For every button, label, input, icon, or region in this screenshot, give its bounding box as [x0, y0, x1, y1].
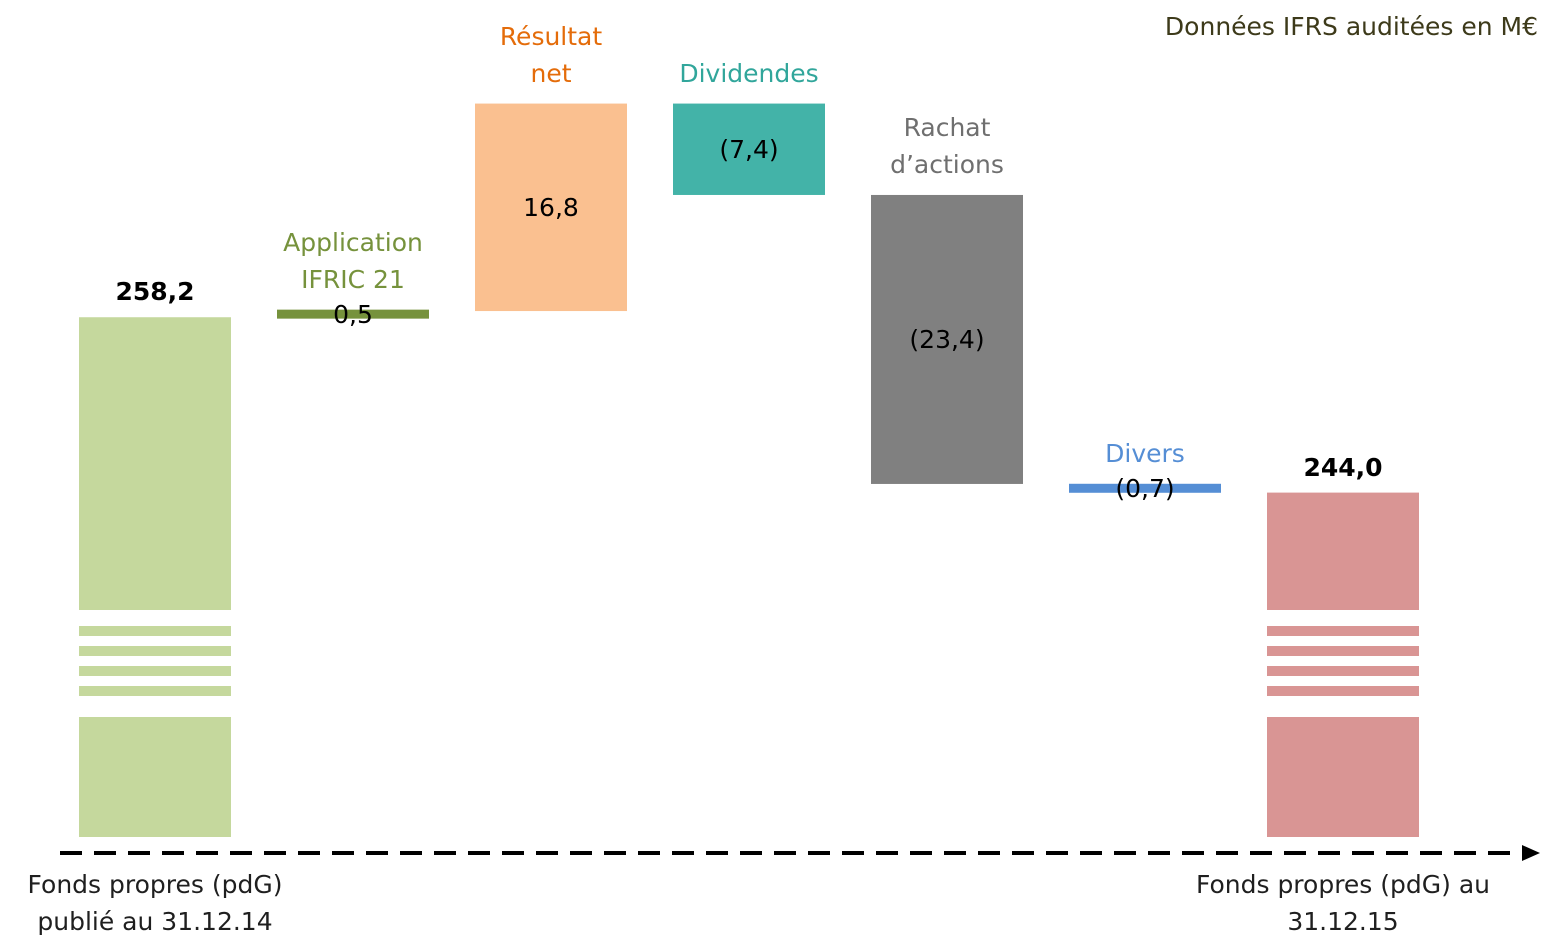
category-label: Divers	[1105, 438, 1185, 468]
subtitle: Données IFRS auditées en M€	[1164, 12, 1538, 41]
bar-break	[1267, 666, 1419, 676]
category-label: Fonds propres (pdG) au 31.12.15	[1195, 870, 1491, 936]
value-label: 244,0	[1303, 452, 1383, 482]
bar	[673, 103, 825, 195]
axis-arrow	[1522, 845, 1540, 861]
value-label: 16,8	[523, 193, 579, 223]
category-label: Résultat net	[499, 21, 603, 88]
value-label: (23,4)	[909, 325, 985, 355]
bar	[1069, 483, 1221, 493]
bar	[475, 103, 627, 312]
value-label: (7,4)	[719, 135, 779, 165]
bar-break	[1267, 686, 1419, 696]
bar	[871, 194, 1023, 484]
bar-break	[1267, 626, 1419, 636]
bar-break	[79, 646, 231, 656]
bar	[79, 317, 231, 610]
bar-base	[79, 717, 231, 837]
category-label: Fonds propres (pdG) publié au 31.12.14	[27, 870, 283, 936]
category-label: Dividendes	[679, 58, 819, 88]
value-label: 0,5	[333, 300, 373, 330]
bar-break	[79, 686, 231, 696]
value-label: 258,2	[115, 277, 195, 307]
bar-break	[79, 626, 231, 636]
bar-break	[79, 666, 231, 676]
category-label: Application IFRIC 21	[283, 227, 423, 294]
category-label: Rachat d’actions	[890, 112, 1004, 179]
bar-base	[1267, 717, 1419, 837]
bar	[277, 309, 429, 319]
value-label: (0,7)	[1115, 474, 1175, 504]
bar-break	[1267, 646, 1419, 656]
bar	[1267, 492, 1419, 610]
